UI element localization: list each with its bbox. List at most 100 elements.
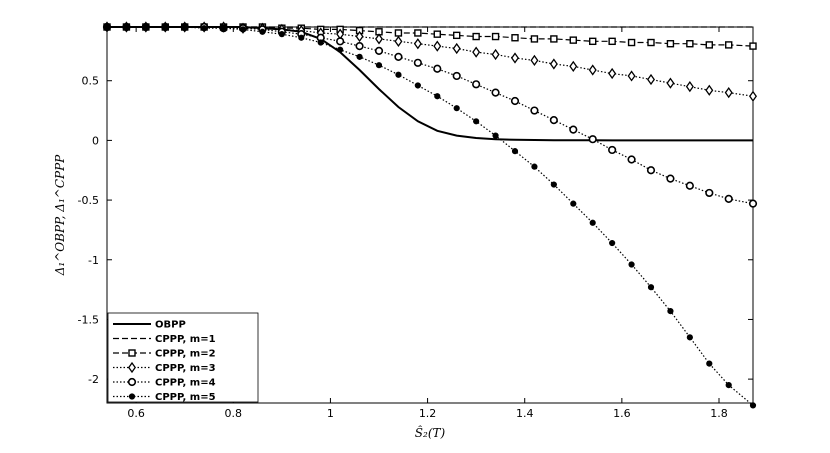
data-point: [511, 34, 519, 42]
data-point: [374, 46, 384, 55]
data-point: [239, 26, 247, 33]
data-point: [355, 41, 364, 51]
y-tick-label: 0.5: [82, 75, 100, 88]
data-point: [336, 37, 345, 46]
data-point: [298, 34, 305, 41]
data-point: [530, 35, 539, 43]
data-point: [278, 31, 285, 38]
data-point: [706, 360, 713, 367]
data-point: [103, 23, 111, 31]
data-point: [749, 90, 757, 102]
data-point: [181, 23, 188, 31]
data-point: [375, 33, 383, 45]
data-point: [394, 29, 403, 37]
data-point: [549, 58, 558, 70]
legend-label: OBPP: [155, 320, 186, 331]
legend-marker: [127, 377, 137, 387]
data-point: [491, 88, 500, 97]
data-point: [667, 307, 674, 315]
data-point: [569, 60, 578, 73]
data-point: [647, 73, 655, 86]
data-point: [550, 35, 558, 43]
data-point: [452, 42, 461, 55]
data-point: [724, 87, 733, 99]
data-point: [433, 64, 442, 73]
data-point: [220, 25, 227, 32]
y-axis-label: Δ₁^OBPP, Δ₁^CPPP: [53, 154, 67, 276]
legend-label: CPPP, m=4: [155, 378, 216, 389]
y-tick-label: -1.5: [78, 313, 99, 326]
data-point: [608, 67, 617, 80]
data-point: [530, 54, 539, 67]
x-tick-label: 1.2: [419, 407, 437, 420]
data-point: [511, 52, 519, 64]
data-point: [413, 38, 422, 50]
data-point: [413, 58, 422, 67]
data-point: [123, 23, 130, 31]
series-line: [107, 26, 753, 142]
series-line: [107, 26, 754, 47]
x-tick-label: 1.6: [613, 407, 631, 420]
data-point: [627, 70, 636, 82]
data-point: [549, 116, 558, 125]
legend-marker: [128, 361, 136, 374]
data-point: [748, 199, 758, 208]
data-point: [142, 23, 149, 31]
data-point: [434, 93, 441, 100]
data-point: [472, 32, 480, 41]
y-tick-label: -0.5: [78, 194, 99, 207]
data-point: [472, 80, 481, 89]
legend: OBPP CPPP, m=1 CPPP, m=2 CPPP, m=3 CPPP, m=4…: [107, 312, 259, 403]
x-tick-label: 1.8: [710, 407, 728, 420]
y-tick-label: 0: [92, 134, 99, 147]
legend-label: CPPP, m=5: [155, 392, 216, 403]
series-1: [107, 26, 753, 142]
data-point: [356, 53, 363, 60]
series-line: [107, 26, 754, 406]
data-point: [685, 181, 694, 190]
data-point: [646, 166, 656, 175]
data-point: [725, 381, 732, 389]
data-point: [666, 40, 675, 48]
data-point: [510, 96, 520, 106]
legend-box: [107, 312, 259, 403]
data-point: [749, 42, 757, 50]
data-point: [609, 239, 616, 247]
data-point: [530, 106, 539, 115]
data-point: [686, 40, 694, 48]
data-point: [627, 155, 636, 164]
data-point: [395, 71, 402, 78]
data-point: [686, 334, 693, 341]
data-point: [433, 30, 441, 38]
legend-label: CPPP, m=3: [155, 363, 216, 374]
data-point: [705, 41, 713, 49]
data-point: [666, 77, 675, 89]
data-point: [472, 46, 481, 58]
data-point: [511, 148, 519, 155]
data-point: [453, 105, 460, 112]
data-point: [705, 84, 714, 96]
data-point: [666, 174, 675, 183]
data-point: [725, 41, 733, 49]
y-tick-label: -2: [88, 373, 99, 386]
data-point: [550, 181, 557, 188]
data-point: [569, 125, 578, 134]
data-point: [647, 38, 655, 47]
data-point: [453, 31, 461, 40]
data-point: [589, 37, 597, 46]
data-point: [394, 52, 403, 61]
data-point: [685, 81, 694, 93]
x-tick-label: 0.8: [225, 407, 243, 420]
data-point: [162, 23, 169, 31]
legend-label: CPPP, m=1: [155, 334, 216, 345]
data-point: [414, 29, 422, 37]
data-point: [724, 194, 733, 203]
x-tick-label: 1: [327, 407, 334, 420]
data-point: [569, 36, 577, 44]
data-point: [531, 163, 538, 170]
data-point: [491, 32, 500, 41]
data-point: [570, 200, 577, 207]
data-point: [588, 64, 597, 76]
data-point: [317, 39, 324, 46]
